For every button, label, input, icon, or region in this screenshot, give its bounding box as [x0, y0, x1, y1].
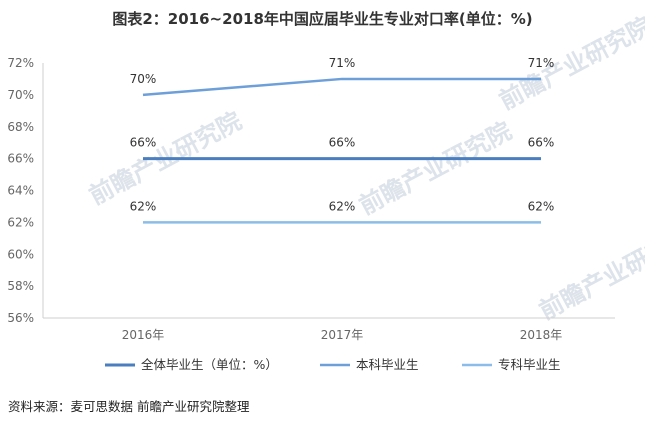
data-label: 66%: [329, 136, 356, 150]
x-tick-label: 2016年: [122, 328, 165, 342]
y-tick-label: 60%: [7, 247, 34, 261]
legend: 全体毕业生（单位：%） 本科毕业生 专科毕业生: [105, 357, 561, 372]
legend-label: 全体毕业生（单位：%）: [141, 357, 278, 372]
data-label: 71%: [528, 56, 555, 70]
source-note: 资料来源：麦可思数据 前瞻产业研究院整理: [8, 399, 250, 414]
data-label: 66%: [130, 136, 157, 150]
y-tick-label: 64%: [7, 184, 34, 198]
x-tick-labels: 2016年 2017年 2018年: [122, 328, 563, 342]
legend-label: 本科毕业生: [356, 357, 419, 372]
watermark-text: 前瞻产业研究院: [355, 117, 516, 221]
y-tick-label: 72%: [7, 56, 34, 70]
watermark-text: 前瞻产业研究院: [535, 222, 645, 326]
chart-title: 图表2：2016~2018年中国应届毕业生专业对口率(单位：%): [112, 10, 533, 28]
y-tick-label: 58%: [7, 279, 34, 293]
y-tick-label: 56%: [7, 311, 34, 325]
data-label: 62%: [329, 199, 356, 213]
data-label: 62%: [528, 199, 555, 213]
data-label: 70%: [130, 72, 157, 86]
y-tick-labels: 56% 58% 60% 62% 64% 66% 68% 70% 72%: [7, 56, 34, 325]
data-label: 62%: [130, 199, 157, 213]
y-tick-label: 70%: [7, 88, 34, 102]
y-tick-label: 68%: [7, 120, 34, 134]
watermark-text: 前瞻产业研究院: [495, 12, 645, 116]
series-lines: [142, 77, 542, 224]
y-tick-label: 62%: [7, 215, 34, 229]
legend-label: 专科毕业生: [498, 357, 561, 372]
data-label: 66%: [528, 136, 555, 150]
data-label: 71%: [329, 56, 356, 70]
x-tick-label: 2018年: [520, 328, 563, 342]
x-tick-label: 2017年: [321, 328, 364, 342]
y-tick-label: 66%: [7, 152, 34, 166]
series-line: [142, 77, 541, 97]
data-labels: 66% 66% 66% 70% 71% 71% 62% 62% 62%: [130, 56, 555, 213]
